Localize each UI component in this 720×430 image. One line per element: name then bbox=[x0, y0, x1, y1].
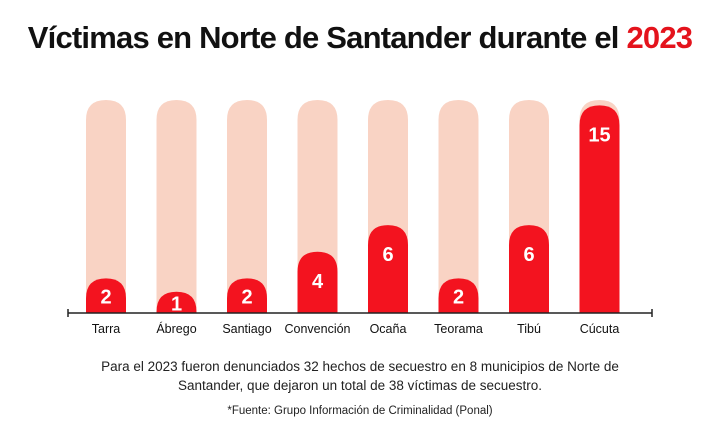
bar bbox=[227, 278, 267, 313]
category-label: Ocaña bbox=[370, 322, 407, 336]
bar bbox=[579, 105, 620, 313]
data-label: 2 bbox=[241, 287, 252, 309]
chart-title-year: 2023 bbox=[626, 20, 693, 55]
data-label: 15 bbox=[588, 124, 610, 146]
bar bbox=[156, 291, 197, 313]
bar-background bbox=[156, 100, 197, 313]
bar bbox=[509, 225, 549, 313]
category-label: Teorama bbox=[434, 322, 483, 336]
category-label: Convención bbox=[284, 322, 350, 336]
data-label: 6 bbox=[523, 244, 534, 266]
data-label: 1 bbox=[171, 293, 182, 315]
bar-background bbox=[227, 100, 267, 313]
category-label: Ábrego bbox=[156, 321, 196, 336]
bar bbox=[297, 251, 338, 313]
bar-background bbox=[438, 100, 479, 313]
bar bbox=[438, 278, 479, 313]
category-label: Cúcuta bbox=[580, 322, 620, 336]
bar-background bbox=[86, 100, 126, 313]
chart-note: Para el 2023 fueron denunciados 32 hecho… bbox=[101, 359, 619, 393]
chart-title: Víctimas en Norte de Santander durante e… bbox=[0, 18, 720, 58]
data-label: 4 bbox=[312, 271, 324, 293]
bar bbox=[368, 225, 408, 313]
data-label: 2 bbox=[100, 287, 111, 309]
bar bbox=[86, 278, 126, 313]
data-label: 2 bbox=[453, 287, 464, 309]
bar-chart: 2 Tarra 1 Ábrego 2 Santiago 4 Convención 6 Ocaña 2… bbox=[67, 100, 653, 336]
chart-title-main: Víctimas en Norte de Santander durante e… bbox=[27, 20, 620, 55]
category-label: Santiago bbox=[222, 322, 271, 336]
category-label: Tibú bbox=[517, 322, 541, 336]
data-label: 6 bbox=[382, 244, 393, 266]
chart-source: *Fuente: Grupo Información de Criminalid… bbox=[227, 405, 493, 417]
category-label: Tarra bbox=[92, 322, 121, 336]
